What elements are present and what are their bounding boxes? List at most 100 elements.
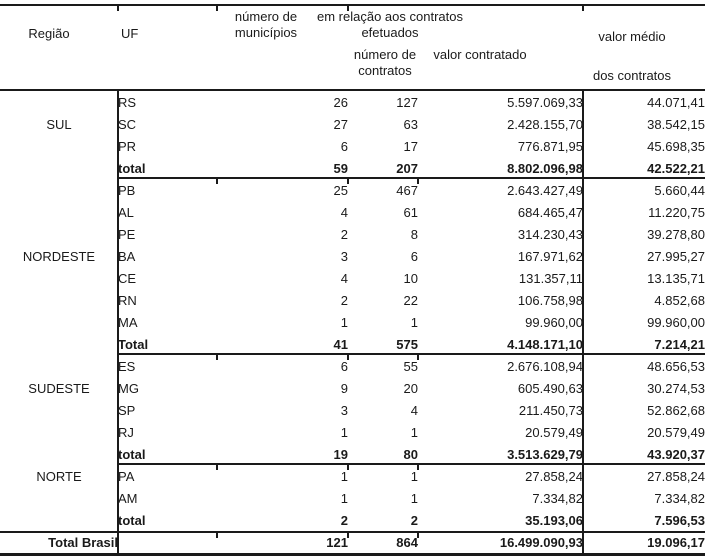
cell-contratos: 10 [403,270,418,286]
cell-municipios: 6 [340,358,348,374]
cell-municipios: 26 [333,94,348,110]
cell-contratos: 61 [403,204,418,220]
column-group-header-contratos-efetuados: em relação aos contratos efetuados [270,9,510,41]
cell-municipios: 1 [340,314,348,330]
cell-valor-medio: 27.858,24 [647,468,705,484]
cell-valor-contratado: 5.597.069,33 [507,94,583,110]
cell-uf: PE [118,226,136,242]
cell-contratos: 1 [410,468,418,484]
cell-valor-contratado: 2.676.108,94 [507,358,583,374]
table-row: AM 1 1 7.334,82 7.334,82 [0,487,705,509]
cell-contratos: 575 [396,336,418,352]
table-row: AL 4 61 684.465,47 11.220,75 [0,201,705,223]
cell-valor-medio: 52.862,68 [647,402,705,418]
cell-contratos: 207 [396,160,418,176]
region-label-norte: NORTE [36,468,82,484]
bottom-border [0,553,705,556]
cell-valor-medio: 30.274,53 [647,380,705,396]
cell-valor-contratado: 106.758,98 [517,292,583,308]
column-tick [582,4,584,11]
cell-municipios: 1 [340,468,348,484]
cell-municipios: 1 [340,490,348,506]
table-row: RJ 1 1 20.579,49 20.579,49 [0,421,705,443]
cell-municipios: 6 [340,138,348,154]
table-row: SUDESTE ES 6 55 2.676.108,94 48.656,53 [0,355,705,396]
cell-contratos: 63 [403,116,418,132]
cell-valor-medio: 45.698,35 [647,138,705,154]
cell-total-label: total [118,512,146,528]
cell-uf: RN [118,292,137,308]
column-header-numero-contratos: número de contratos [325,47,445,79]
total-brasil-label: Total Brasil [48,534,118,550]
cell-valor-medio: 44.071,41 [647,94,705,110]
cell-valor-contratado: 3.513.629,79 [507,446,583,462]
cell-contratos: 55 [403,358,418,374]
cell-uf: BA [118,248,136,264]
cell-valor-medio: 27.995,27 [647,248,705,264]
cell-contratos: 6 [410,248,418,264]
cell-valor-contratado: 684.465,47 [517,204,583,220]
cell-contratos: 1 [410,490,418,506]
cell-contratos: 20 [403,380,418,396]
region-label-sudeste: SUDESTE [28,380,90,396]
cell-contratos: 17 [403,138,418,154]
cell-municipios: 3 [340,248,348,264]
cell-total-label: total [118,160,146,176]
table-row: PR 6 17 776.871,95 45.698,35 [0,135,705,157]
cell-total-label: Total [118,336,149,352]
cell-uf: AM [118,490,138,506]
cell-valor-contratado: 27.858,24 [525,468,583,484]
cell-contratos: 127 [396,94,418,110]
table-row-total-sul: total 59 207 8.802.096,98 42.522,21 [0,157,705,179]
cell-valor-contratado: 2.643.427,49 [507,182,583,198]
cell-valor-contratado: 314.230,43 [517,226,583,242]
table-row: CE 4 10 131.357,11 13.135,71 [0,267,705,289]
cell-municipios: 2 [340,512,348,528]
cell-uf: RJ [118,424,134,440]
cell-valor-contratado: 167.971,62 [517,248,583,264]
column-header-valor-medio-line2: dos contratos [592,68,672,83]
cell-valor-contratado: 4.148.171,10 [507,336,583,352]
group-header-line2: efetuados [361,25,419,40]
cell-valor-contratado: 776.871,95 [517,138,583,154]
cell-valor-contratado: 7.334,82 [532,490,583,506]
table-row: NORDESTE PB 25 467 2.643.427,49 5.660,44 [0,179,705,264]
cell-contratos: 4 [410,402,418,418]
cell-valor-medio: 38.542,15 [647,116,705,132]
cell-municipios: 19 [333,446,348,462]
cell-valor-contratado: 20.579,49 [525,424,583,440]
region-label-sul: SUL [46,116,72,132]
cell-valor-medio: 11.220,75 [648,204,705,220]
cell-valor-medio: 42.522,21 [647,160,705,176]
column-header-regiao: Região [28,26,70,41]
cell-municipios: 2 [340,292,348,308]
cell-valor-medio: 48.656,53 [647,358,705,374]
column-header-uf: UF [121,26,139,41]
cell-uf: SP [118,402,136,418]
table-row-total-nordeste: Total 41 575 4.148.171,10 7.214,21 [0,333,705,355]
cell-valor-contratado: 2.428.155,70 [507,116,583,132]
cell-valor-contratado: 35.193,06 [525,512,583,528]
cell-contratos: 864 [396,534,418,550]
table-row-total-brasil: Total Brasil 121 864 16.499.090,93 19.09… [0,531,705,553]
column-header-valor-contratado: valor contratado [433,47,527,62]
cell-valor-medio: 4.852,68 [654,292,705,308]
cell-uf: RS [118,94,137,110]
cell-contratos: 467 [396,182,418,198]
cell-contratos: 2 [410,512,418,528]
cell-valor-contratado: 16.499.090,93 [499,534,583,550]
table-row: SP 3 4 211.450,73 52.862,68 [0,399,705,421]
table-row: MA 1 1 99.960,00 99.960,00 [0,311,705,333]
column-header-municipios-line1: número de [234,9,298,24]
cell-municipios: 1 [340,424,348,440]
cell-total-label: total [118,446,146,462]
cell-municipios: 3 [340,402,348,418]
column-header-numero-contratos-line1: número de [353,47,417,62]
column-tick [117,4,119,11]
cell-valor-medio: 39.278,80 [647,226,705,242]
cell-municipios: 27 [333,116,348,132]
cell-contratos: 1 [410,314,418,330]
cell-uf: SC [118,116,137,132]
cell-uf: AL [118,204,134,220]
